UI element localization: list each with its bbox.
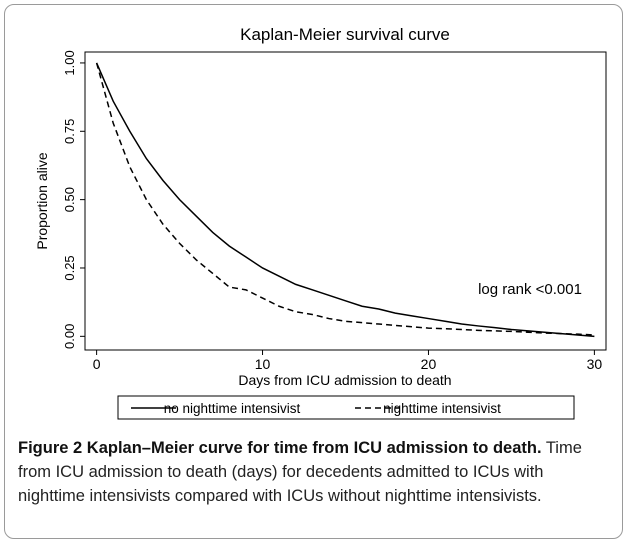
caption-text: Time from ICU admission to death (days) …	[18, 439, 582, 505]
legend-label: nighttime intensivist	[383, 401, 501, 416]
caption: Figure 2 Kaplan–Meier curve for time fro…	[18, 436, 614, 508]
chart: Kaplan-Meier survival curve Days from IC…	[34, 25, 607, 420]
chart-title: Kaplan-Meier survival curve	[240, 25, 450, 44]
legend-label: no nighttime intensivist	[164, 401, 301, 416]
x-axis-label: Days from ICU admission to death	[238, 372, 451, 388]
caption-label: Figure 2	[18, 439, 83, 457]
y-tick-label: 0.00	[62, 324, 77, 349]
legend-box	[117, 395, 575, 420]
caption-title: Kaplan–Meier curve for time from ICU adm…	[86, 439, 542, 457]
y-tick-label: 0.50	[62, 187, 77, 212]
x-tick-label: 30	[587, 356, 603, 372]
y-tick-label: 0.75	[62, 119, 77, 144]
y-tick-label: 0.25	[62, 255, 77, 280]
x-tick-label: 10	[255, 356, 271, 372]
annotation: log rank <0.001	[478, 281, 582, 298]
x-tick-label: 0	[93, 356, 101, 372]
x-tick-label: 20	[421, 356, 437, 372]
survival-line	[95, 62, 595, 336]
plot-frame	[84, 51, 607, 351]
figure-frame	[4, 4, 623, 539]
y-axis-label: Proportion alive	[34, 152, 50, 249]
survival-line	[95, 62, 595, 338]
y-tick-label: 1.00	[62, 50, 77, 75]
